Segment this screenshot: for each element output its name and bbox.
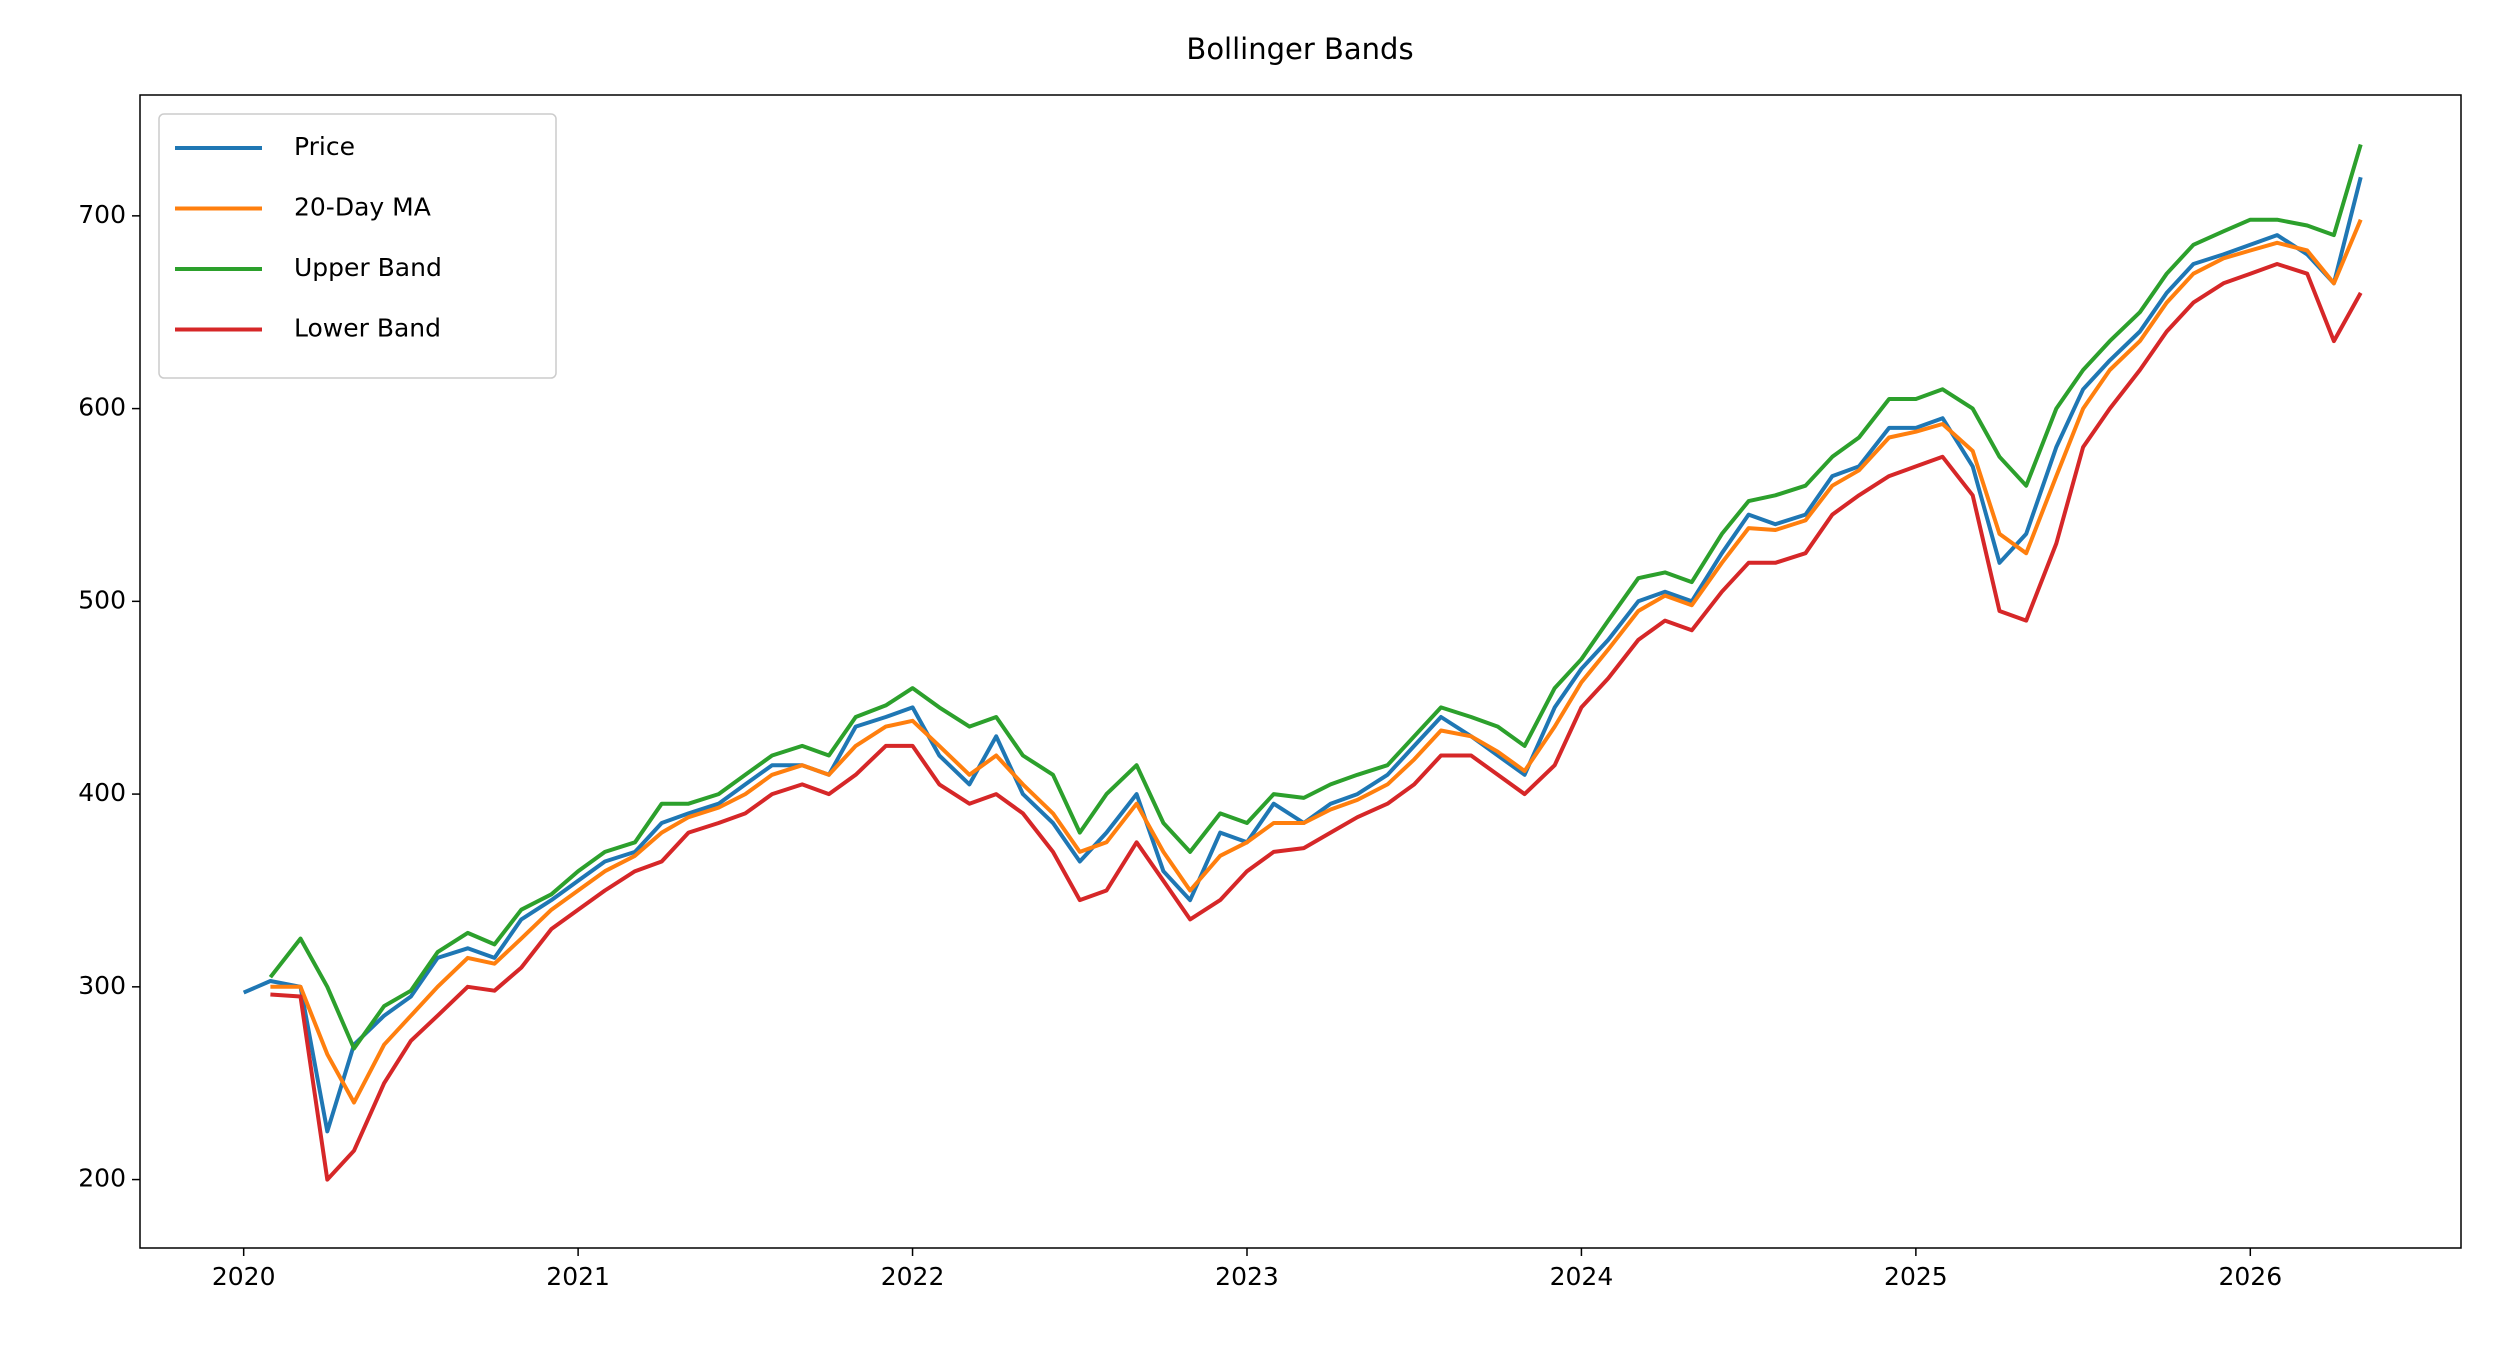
x-tick-label: 2020 xyxy=(212,1262,276,1291)
x-tick-label: 2025 xyxy=(1884,1262,1948,1291)
y-tick-label: 300 xyxy=(78,971,126,1000)
legend-box xyxy=(158,113,557,379)
legend-label: Lower Band xyxy=(294,314,441,343)
legend-label: Price xyxy=(294,132,355,161)
legend-label: 20-Day MA xyxy=(294,193,431,222)
y-tick-label: 200 xyxy=(78,1164,126,1193)
legend-label: Upper Band xyxy=(294,253,442,282)
x-tick-label: 2021 xyxy=(546,1262,610,1291)
y-tick-label: 500 xyxy=(78,585,126,614)
x-tick-label: 2023 xyxy=(1215,1262,1279,1291)
y-tick-label: 400 xyxy=(78,778,126,807)
x-tick-label: 2026 xyxy=(2218,1262,2282,1291)
plot-frame xyxy=(139,94,2462,1249)
x-tick-label: 2024 xyxy=(1550,1262,1614,1291)
chart-title: Bollinger Bands xyxy=(1186,32,1413,66)
series-line xyxy=(270,218,2363,1105)
series-line xyxy=(270,262,2363,1182)
series-line xyxy=(268,143,2363,1051)
y-tick-label: 700 xyxy=(78,200,126,229)
y-tick-label: 600 xyxy=(78,393,126,422)
x-tick-label: 2022 xyxy=(881,1262,945,1291)
